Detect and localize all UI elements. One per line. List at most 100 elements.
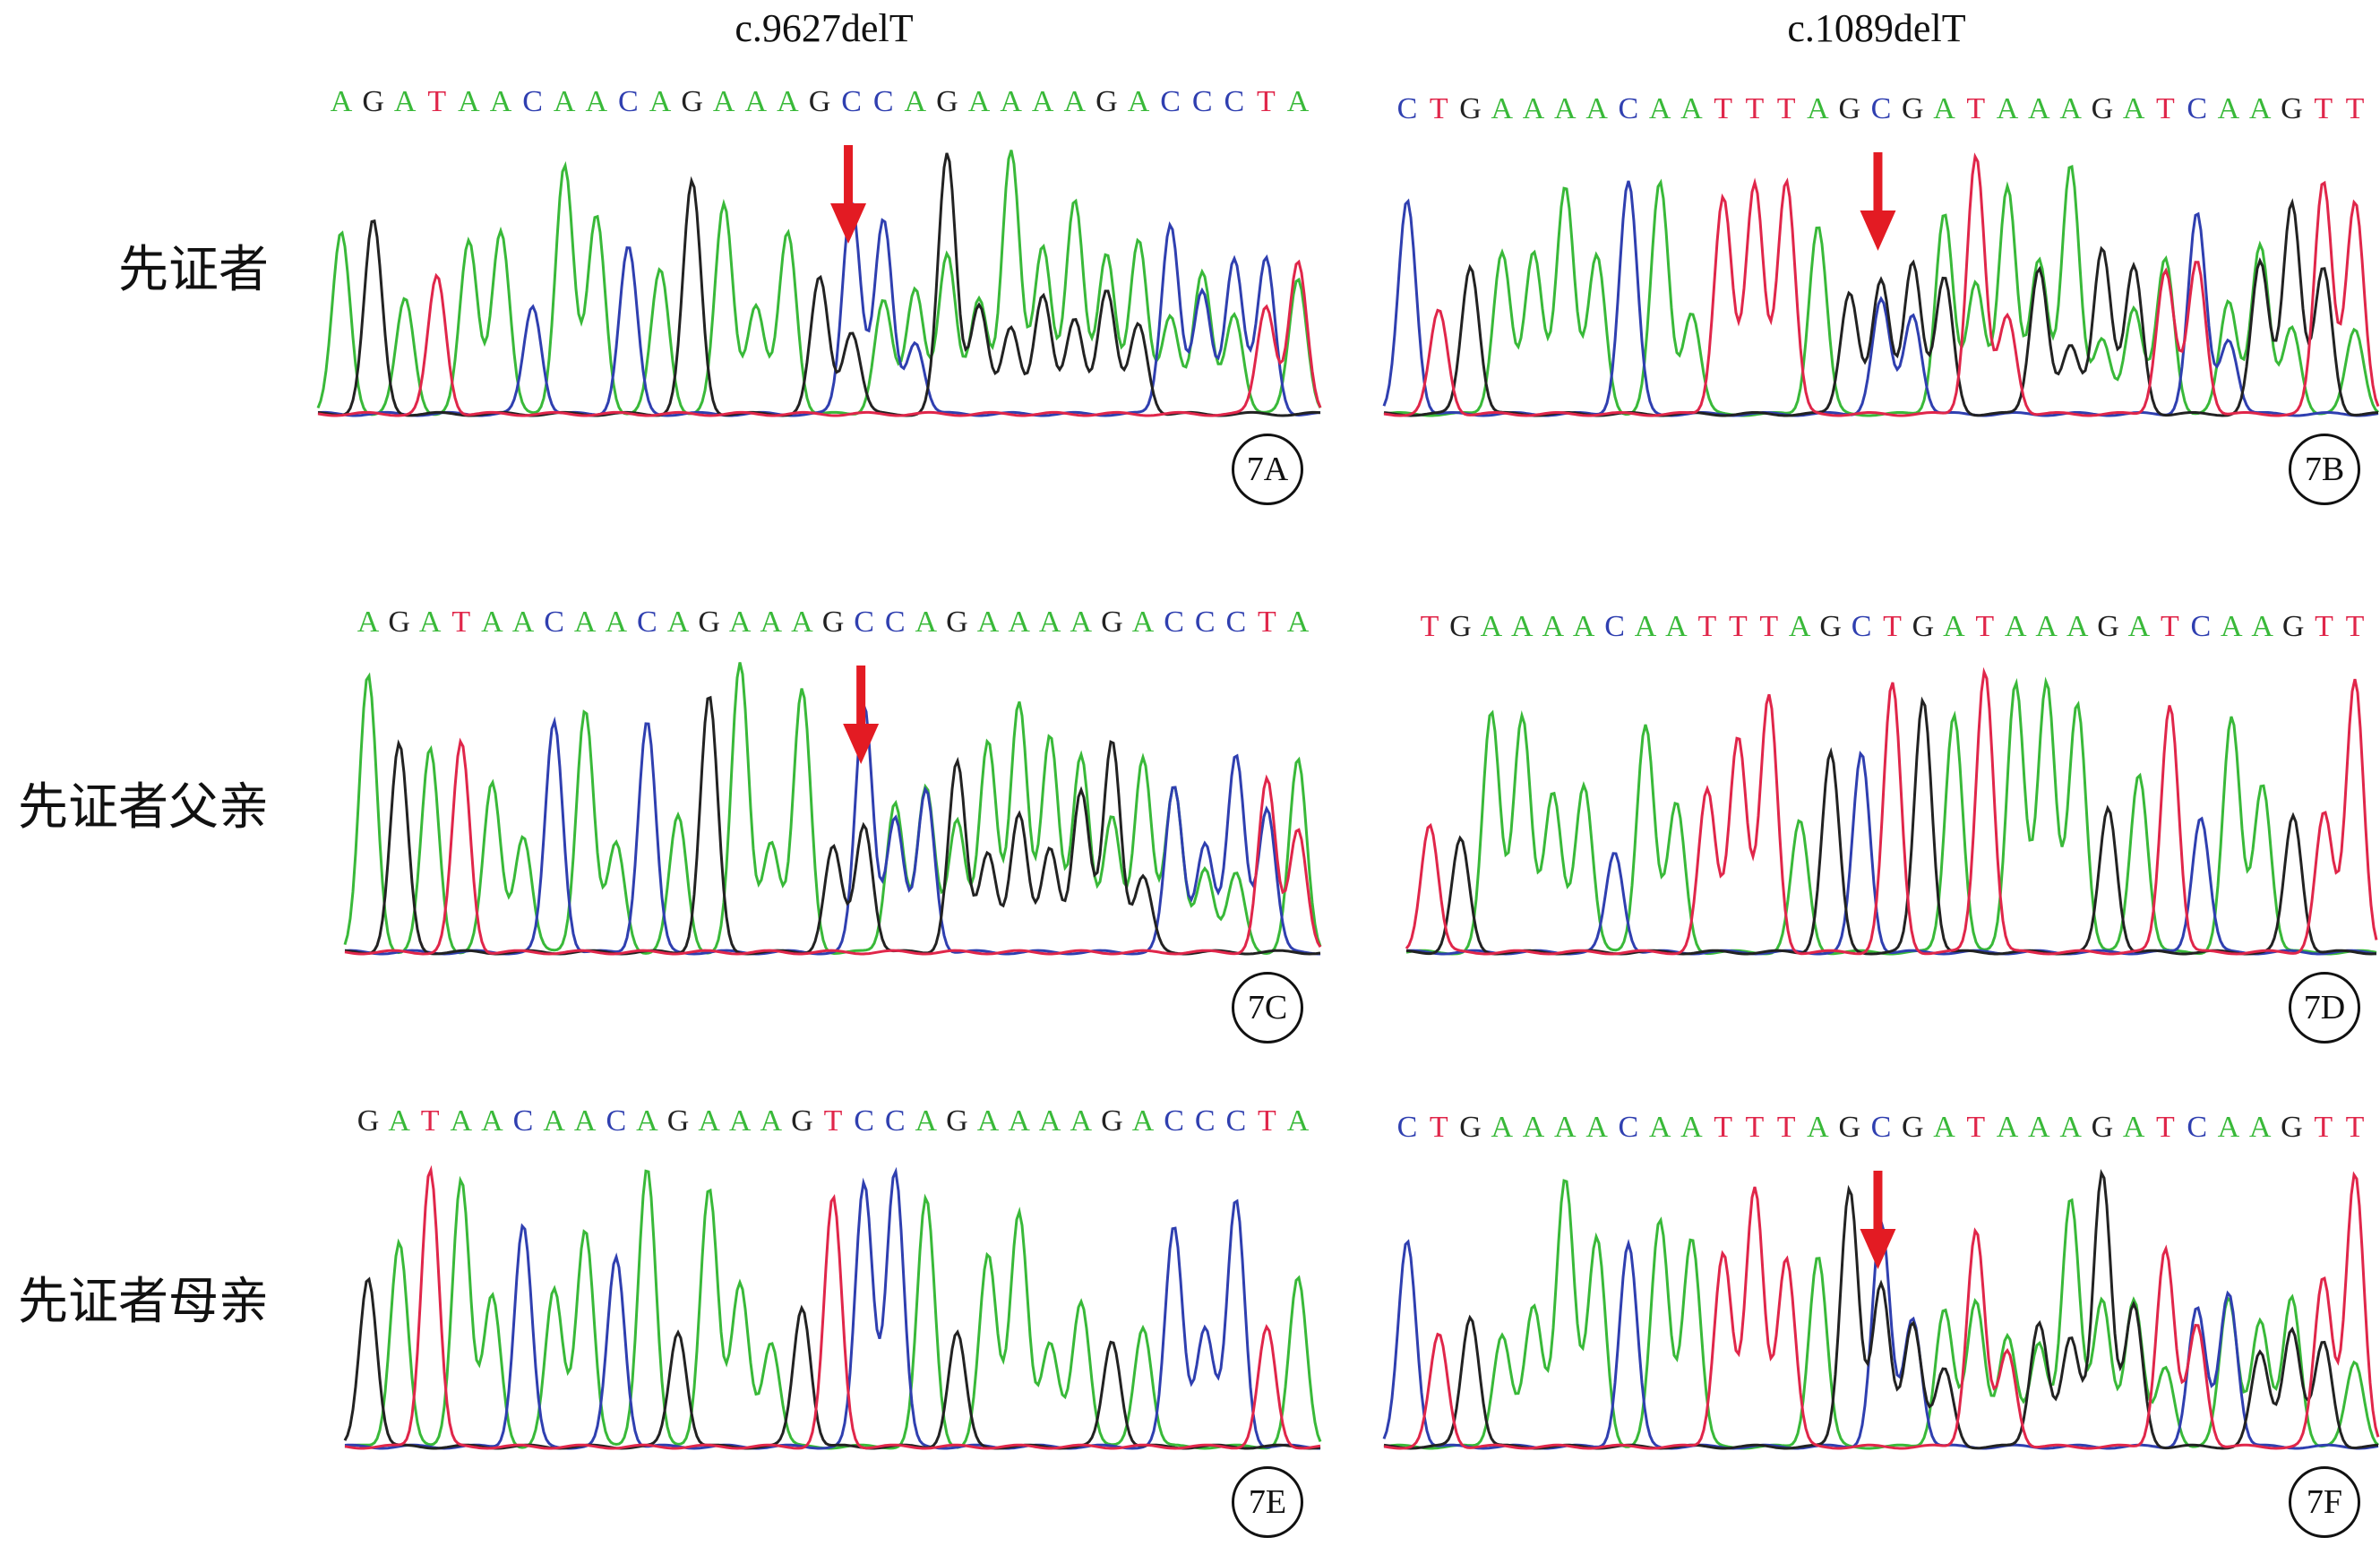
base-call-letter: A <box>1491 1111 1514 1144</box>
base-call-letter: A <box>976 1104 1000 1138</box>
chromatogram-trace <box>343 1164 1322 1450</box>
trace-T <box>1383 1171 2380 1450</box>
base-call-letter: G <box>1912 610 1935 643</box>
base-call-letter: A <box>418 606 442 639</box>
base-call-letter: T <box>1745 92 1765 125</box>
base-call-letter: T <box>823 1104 843 1138</box>
base-call-letter: C <box>1191 85 1213 118</box>
base-call-letter: A <box>2122 92 2145 125</box>
base-call-letter: G <box>2281 610 2305 643</box>
panel-tag: 7D <box>2289 972 2360 1044</box>
base-call-letter: G <box>388 606 410 639</box>
base-call-letter: C <box>1870 1111 1892 1144</box>
base-call-letter: G <box>698 606 720 639</box>
base-call-letter: A <box>777 85 799 118</box>
base-call-letter: A <box>1000 85 1022 118</box>
base-call-letter: A <box>1585 92 1608 125</box>
base-call-letter: A <box>1286 606 1310 639</box>
base-call-letter: A <box>1807 92 1829 125</box>
base-call-letter: G <box>1838 1111 1860 1144</box>
base-call-letter: T <box>1883 610 1902 643</box>
base-call-letter: G <box>1101 1104 1123 1138</box>
base-call-letter: C <box>854 606 874 639</box>
base-call-letter: A <box>1554 1111 1577 1144</box>
base-call-letter: C <box>1618 1111 1639 1144</box>
base-call-letter: A <box>2004 610 2027 643</box>
base-call-letter: G <box>808 85 831 118</box>
trace-G <box>1383 1169 2379 1450</box>
base-call-letter: C <box>1604 610 1625 643</box>
base-call-letter: A <box>1063 85 1087 118</box>
trace-A <box>344 1169 1322 1450</box>
panel-tag: 7B <box>2289 434 2360 505</box>
base-call-letter: A <box>1038 606 1061 639</box>
base-call-letter: C <box>1224 85 1245 118</box>
base-call-letter: A <box>666 606 690 639</box>
base-call-letter: T <box>2161 610 2179 643</box>
panel-tag: 7F <box>2289 1466 2360 1538</box>
base-call-letter: G <box>1101 606 1123 639</box>
base-call-letter: A <box>976 606 1000 639</box>
base-call-letter: C <box>544 606 564 639</box>
chromatogram-trace <box>1382 152 2380 417</box>
base-call-letter: A <box>1680 92 1703 125</box>
base-call-letter: T <box>1975 610 1995 643</box>
base-call-letter: C <box>1164 606 1184 639</box>
base-call-letter: C <box>872 85 894 118</box>
trace-A <box>1405 676 2377 956</box>
base-call-letter: A <box>330 85 353 118</box>
base-call-letter: A <box>1131 1104 1155 1138</box>
base-call-letter: A <box>1070 1104 1093 1138</box>
base-call-letter: G <box>1819 610 1842 643</box>
base-call-letter: T <box>1258 606 1276 639</box>
base-call-letter: A <box>1943 610 1965 643</box>
base-call-letter: A <box>1522 92 1545 125</box>
mutation-arrow <box>843 666 880 764</box>
base-call-letter: A <box>2059 1111 2082 1144</box>
base-call-letter: T <box>2345 1111 2365 1144</box>
base-call-letter: A <box>2248 92 2272 125</box>
trace-C <box>317 202 1321 417</box>
base-call-letter: A <box>1933 92 1955 125</box>
base-call-letter: C <box>1225 1104 1247 1138</box>
base-call-letter: A <box>915 606 938 639</box>
base-call-letter: A <box>2066 610 2089 643</box>
base-call-letter: T <box>1714 92 1733 125</box>
panel-7B: C T G A A A A C A A T T T A G C G A T A A A G A T C A A G T T 7B <box>1382 90 2380 512</box>
base-call-letter: A <box>1648 92 1671 125</box>
base-call-letter: T <box>1714 1111 1733 1144</box>
trace-G <box>343 1276 1321 1450</box>
base-call-letter: G <box>362 85 384 118</box>
base-call-letter: A <box>636 1104 658 1138</box>
chromatogram-trace <box>1405 666 2378 956</box>
trace-G <box>1405 696 2377 956</box>
base-call-letter: A <box>458 85 480 118</box>
base-call-letter: A <box>1996 92 2019 125</box>
base-call-letter: G <box>2097 610 2119 643</box>
base-call-letter: C <box>512 1104 534 1138</box>
base-call-letter: A <box>791 606 813 639</box>
base-call-letter: A <box>1038 1104 1061 1138</box>
base-call-letter: A <box>2122 1111 2145 1144</box>
base-call-letter: T <box>2314 92 2333 125</box>
base-call-letter: A <box>543 1104 565 1138</box>
base-call-letter: A <box>1127 85 1150 118</box>
base-call-letter: C <box>884 606 906 639</box>
base-call-letter: T <box>1728 610 1748 643</box>
base-call-letter: A <box>649 85 672 118</box>
base-call-letter: C <box>1164 1104 1184 1138</box>
base-call-letter: C <box>841 85 862 118</box>
trace-A <box>316 150 1322 417</box>
base-call-letter: A <box>1933 1111 1955 1144</box>
mutation-arrow <box>830 145 867 244</box>
panel-7A: A G A T A A C A A C A G A A A G C C A G A A A A G A C C C T A 7A <box>316 82 1322 512</box>
base-call-letter: T <box>451 606 471 639</box>
base-call-letter: T <box>1966 92 1986 125</box>
base-call-letter: A <box>1807 1111 1829 1144</box>
base-call-letter: T <box>1697 610 1717 643</box>
base-call-letter: A <box>1131 606 1155 639</box>
base-call-letter: C <box>1160 85 1181 118</box>
base-call-letter: A <box>915 1104 938 1138</box>
base-call-letter: A <box>2251 610 2273 643</box>
chromatogram-trace <box>316 145 1322 417</box>
